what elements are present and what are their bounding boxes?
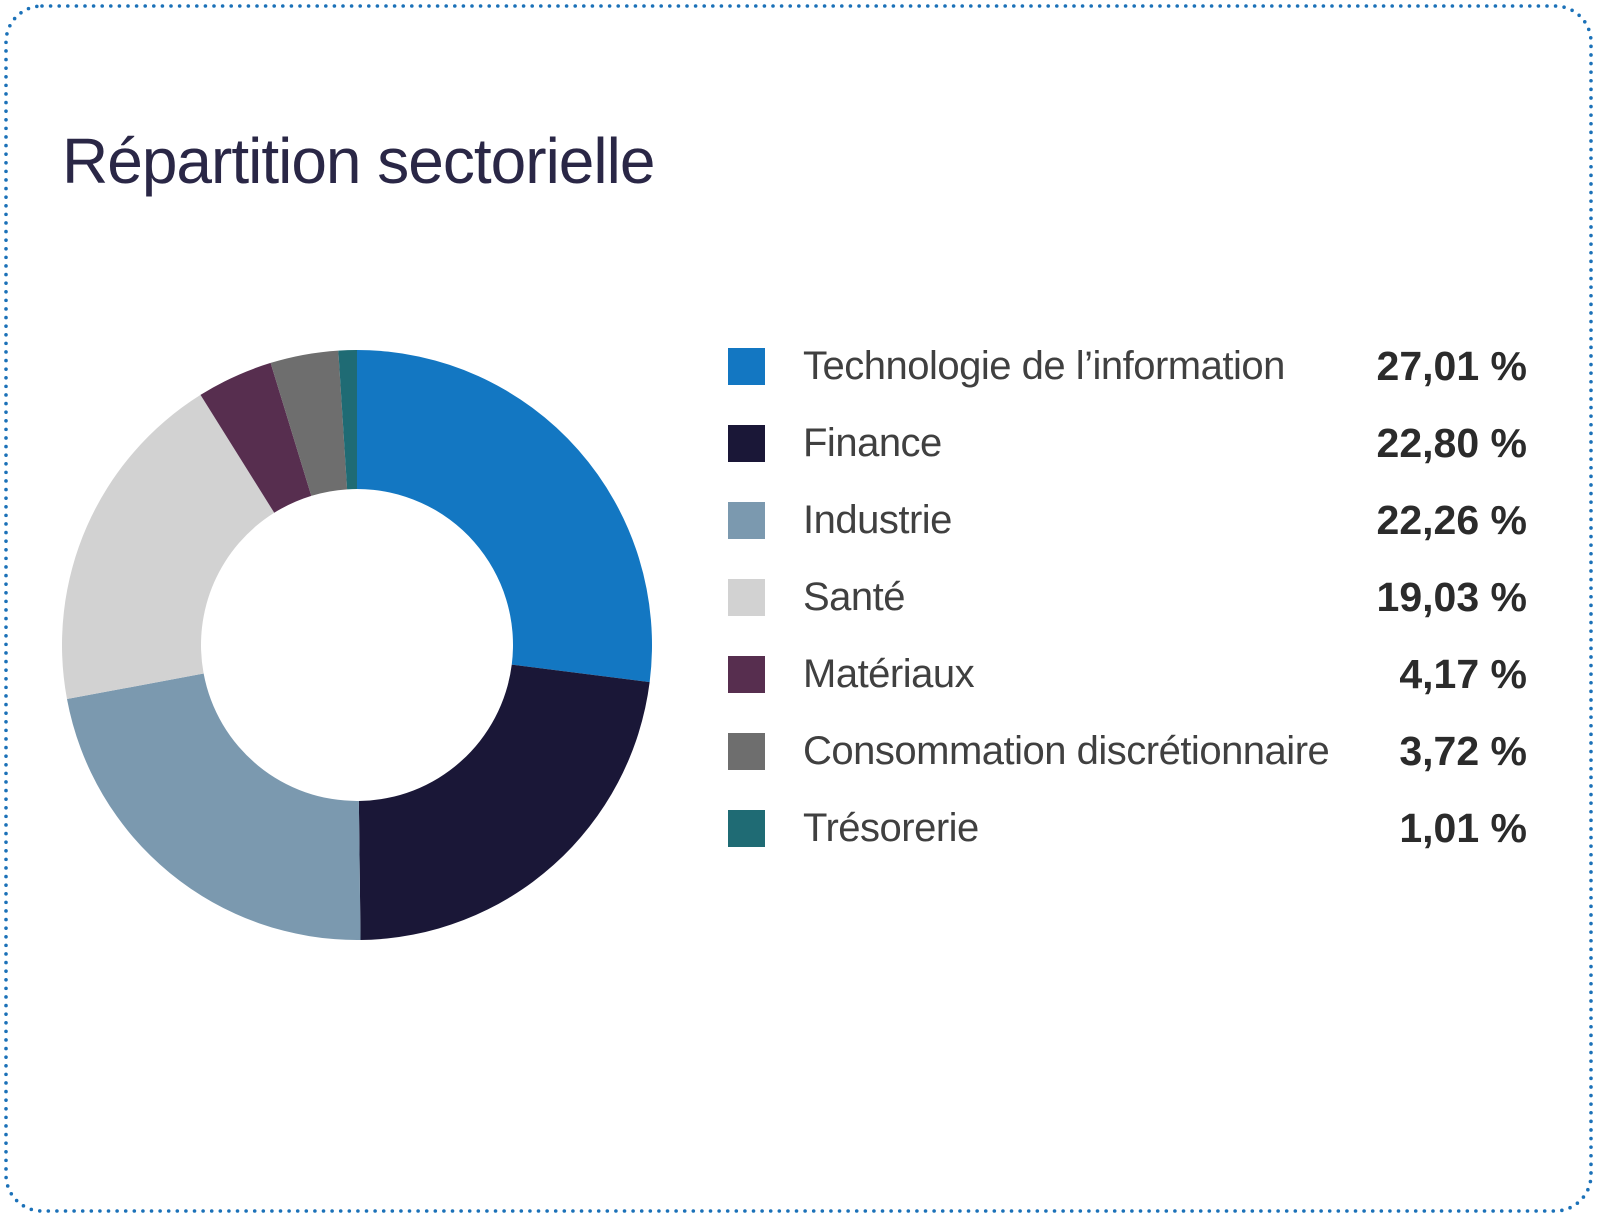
legend-value: 4,17 % [1399,651,1527,697]
legend-label: Trésorerie [803,806,979,850]
legend-item: Technologie de l’information 27,01 % [728,343,1527,389]
legend-label: Santé [803,575,906,619]
donut-segment [61,394,275,700]
legend-label: Matériaux [803,652,975,696]
legend-value: 22,80 % [1376,420,1527,466]
legend-label: Technologie de l’information [803,344,1285,388]
legend-item: Trésorerie 1,01 % [728,805,1527,851]
legend-swatch-icon [728,348,765,385]
donut-segment [357,350,653,683]
legend-value: 22,26 % [1376,497,1527,543]
legend-label: Finance [803,421,942,465]
legend-label: Industrie [803,498,952,542]
legend-swatch-icon [728,733,765,770]
donut-segment [358,664,650,940]
legend-value: 19,03 % [1376,574,1527,620]
legend-swatch-icon [728,656,765,693]
donut-segment [200,362,312,513]
chart-legend: Technologie de l’information 27,01 % Fin… [728,343,1527,851]
donut-chart [61,350,653,940]
legend-value: 3,72 % [1399,728,1527,774]
legend-swatch-icon [728,425,765,462]
legend-swatch-icon [728,810,765,847]
legend-item: Matériaux 4,17 % [728,651,1527,697]
legend-swatch-icon [728,579,765,616]
page-title: Répartition sectorielle [62,125,655,197]
legend-value: 27,01 % [1376,343,1527,389]
legend-swatch-icon [728,502,765,539]
legend-item: Santé 19,03 % [728,574,1527,620]
legend-item: Consommation discrétionnaire 3,72 % [728,728,1527,774]
legend-value: 1,01 % [1399,805,1527,851]
donut-segment [66,673,361,940]
legend-label: Consommation discrétionnaire [803,729,1330,773]
legend-item: Finance 22,80 % [728,420,1527,466]
donut-segment [270,350,348,496]
donut-segment [338,350,357,490]
legend-item: Industrie 22,26 % [728,497,1527,543]
